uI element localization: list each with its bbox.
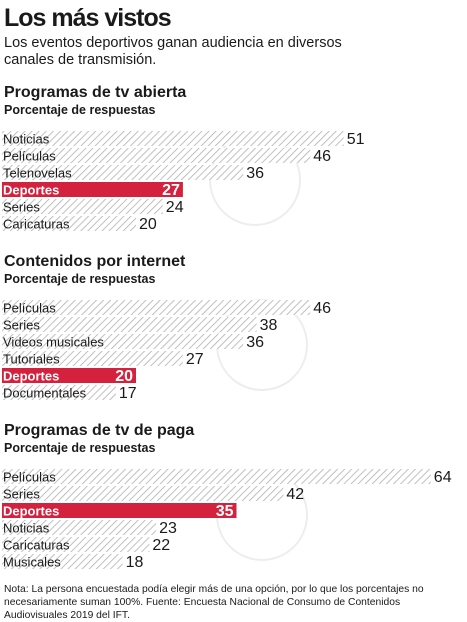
- value-label: 51: [347, 131, 365, 148]
- category-label: Deportes: [3, 369, 59, 384]
- category-label: Noticias: [3, 521, 50, 536]
- category-label: Telenovelas: [3, 166, 72, 181]
- bar: [2, 216, 136, 231]
- bar: [2, 165, 244, 180]
- bar: [2, 334, 244, 349]
- bar: [2, 182, 183, 197]
- category-label: Series: [3, 200, 40, 215]
- bar: [2, 486, 284, 501]
- bar: [2, 469, 431, 484]
- category-label: Musicales: [3, 555, 61, 570]
- value-label: 20: [139, 216, 157, 233]
- bar: [2, 385, 116, 400]
- chart-title-tv-abierta: Programas de tv abierta: [4, 84, 187, 101]
- category-label: Series: [3, 487, 40, 502]
- bar: [2, 131, 344, 146]
- bar: [2, 351, 183, 366]
- bar: [2, 148, 311, 163]
- category-label: Películas: [3, 149, 56, 164]
- bar: [2, 537, 150, 552]
- value-label: 42: [286, 486, 304, 503]
- bar: [2, 554, 123, 569]
- category-label: Caricaturas: [3, 217, 70, 232]
- value-label: 36: [246, 334, 264, 351]
- value-label: 20: [115, 368, 133, 385]
- value-label: 64: [434, 469, 452, 486]
- value-label: 38: [260, 317, 278, 334]
- value-label: 18: [126, 554, 144, 571]
- chart-subtitle-tv-abierta: Porcentaje de respuestas: [4, 103, 156, 117]
- category-label: Películas: [3, 301, 56, 316]
- chart-subtitle-tv-paga: Porcentaje de respuestas: [4, 441, 156, 455]
- category-label: Deportes: [3, 504, 59, 519]
- value-label: 35: [216, 503, 234, 520]
- category-label: Series: [3, 318, 40, 333]
- chart-title-tv-paga: Programas de tv de paga: [4, 422, 195, 439]
- category-label: Películas: [3, 470, 56, 485]
- bar: [2, 503, 237, 518]
- value-label: 46: [313, 148, 331, 165]
- value-label: 36: [246, 165, 264, 182]
- value-label: 46: [313, 300, 331, 317]
- footnote: Nota: La persona encuestada podía elegir…: [4, 584, 424, 621]
- category-label: Deportes: [3, 183, 59, 198]
- value-label: 24: [166, 199, 184, 216]
- page-title: Los más vistos: [4, 4, 172, 32]
- value-label: 23: [159, 520, 177, 537]
- page-subtitle: Los eventos deportivos ganan audiencia e…: [4, 35, 342, 68]
- category-label: Videos musicales: [3, 335, 104, 350]
- category-label: Noticias: [3, 132, 50, 147]
- category-label: Tutoriales: [3, 352, 60, 367]
- category-label: Documentales: [3, 386, 87, 401]
- bar: [2, 199, 163, 214]
- value-label: 27: [186, 351, 204, 368]
- value-label: 27: [162, 182, 180, 199]
- category-label: Caricaturas: [3, 538, 70, 553]
- chart-subtitle-internet: Porcentaje de respuestas: [4, 272, 156, 286]
- value-label: 17: [119, 385, 137, 402]
- bar: [2, 317, 257, 332]
- value-label: 22: [152, 537, 170, 554]
- bar: [2, 520, 157, 535]
- bar: [2, 368, 136, 383]
- chart-title-internet: Contenidos por internet: [4, 253, 186, 270]
- bar: [2, 300, 311, 315]
